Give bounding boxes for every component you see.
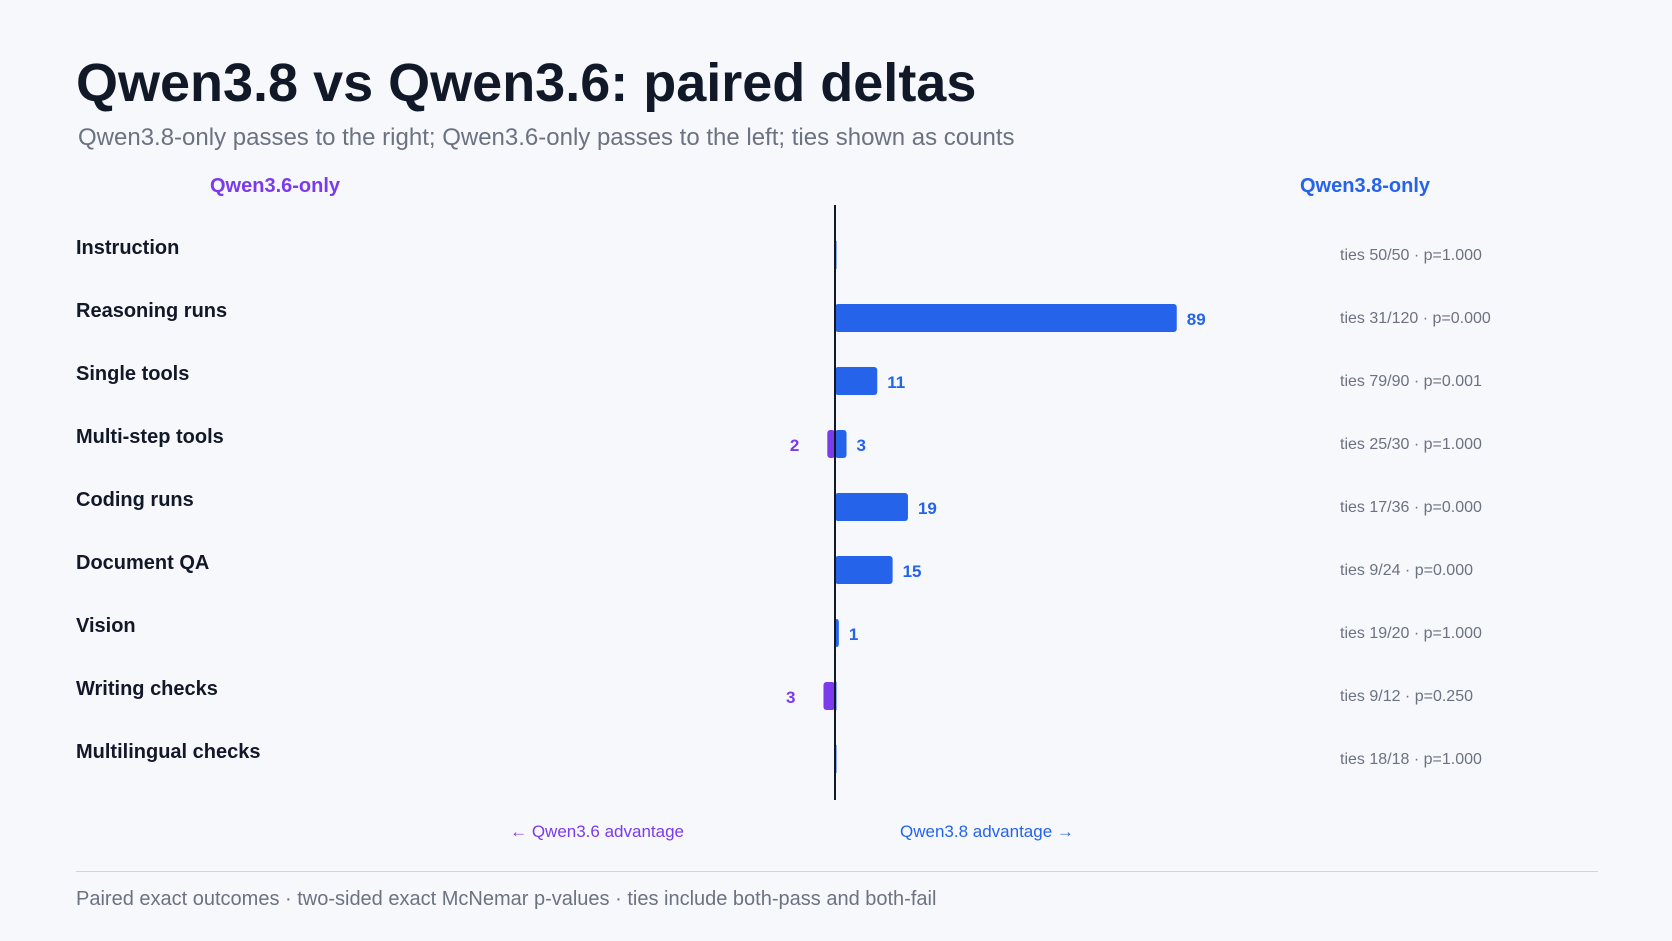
right-series-header: Qwen3.8-only xyxy=(1300,175,1431,197)
category-label: Multilingual checks xyxy=(76,741,260,763)
qwen38-value-label: 15 xyxy=(903,562,922,581)
ties-pvalue-annotation: ties 25/30 · p=1.000 xyxy=(1340,436,1482,453)
ties-pvalue-annotation: ties 9/12 · p=0.250 xyxy=(1340,688,1473,705)
qwen38-value-label: 3 xyxy=(857,436,866,455)
category-label: Writing checks xyxy=(76,678,218,700)
qwen38-bar xyxy=(835,493,908,521)
ties-pvalue-annotation: ties 17/36 · p=0.000 xyxy=(1340,499,1482,516)
qwen38-bar xyxy=(835,304,1177,332)
ties-pvalue-annotation: ties 79/90 · p=0.001 xyxy=(1340,373,1482,390)
qwen36-bar xyxy=(827,430,835,458)
category-label: Reasoning runs xyxy=(76,300,227,322)
ties-pvalue-annotation: ties 50/50 · p=1.000 xyxy=(1340,247,1482,264)
qwen38-value-label: 89 xyxy=(1187,310,1206,329)
right-advantage-label: Qwen3.8 advantage → xyxy=(900,822,1074,841)
qwen38-bar xyxy=(835,556,893,584)
category-label: Vision xyxy=(76,615,136,637)
qwen38-bar xyxy=(835,367,878,395)
category-label: Document QA xyxy=(76,552,209,574)
qwen38-value-label: 19 xyxy=(918,499,937,518)
chart-subtitle: Qwen3.8-only passes to the right; Qwen3.… xyxy=(78,124,1015,151)
ties-pvalue-annotation: ties 31/120 · p=0.000 xyxy=(1340,310,1491,327)
ties-pvalue-annotation: ties 9/24 · p=0.000 xyxy=(1340,562,1473,579)
chart-title: Qwen3.8 vs Qwen3.6: paired deltas xyxy=(76,53,977,113)
qwen36-bar xyxy=(823,682,835,710)
qwen36-value-label: 3 xyxy=(786,688,795,707)
left-series-header: Qwen3.6-only xyxy=(210,175,341,197)
ties-pvalue-annotation: ties 18/18 · p=1.000 xyxy=(1340,751,1482,768)
qwen36-value-label: 2 xyxy=(790,436,799,455)
qwen38-bar xyxy=(835,430,847,458)
category-label: Single tools xyxy=(76,363,189,385)
category-label: Coding runs xyxy=(76,489,194,511)
qwen38-value-label: 1 xyxy=(849,625,858,644)
category-label: Instruction xyxy=(76,237,179,259)
footer-divider xyxy=(76,871,1598,872)
left-advantage-label: ← Qwen3.6 advantage xyxy=(510,822,684,841)
qwen38-value-label: 11 xyxy=(887,373,905,392)
footnote: Paired exact outcomes · two-sided exact … xyxy=(76,888,937,910)
ties-pvalue-annotation: ties 19/20 · p=1.000 xyxy=(1340,625,1482,642)
category-label: Multi-step tools xyxy=(76,426,224,448)
